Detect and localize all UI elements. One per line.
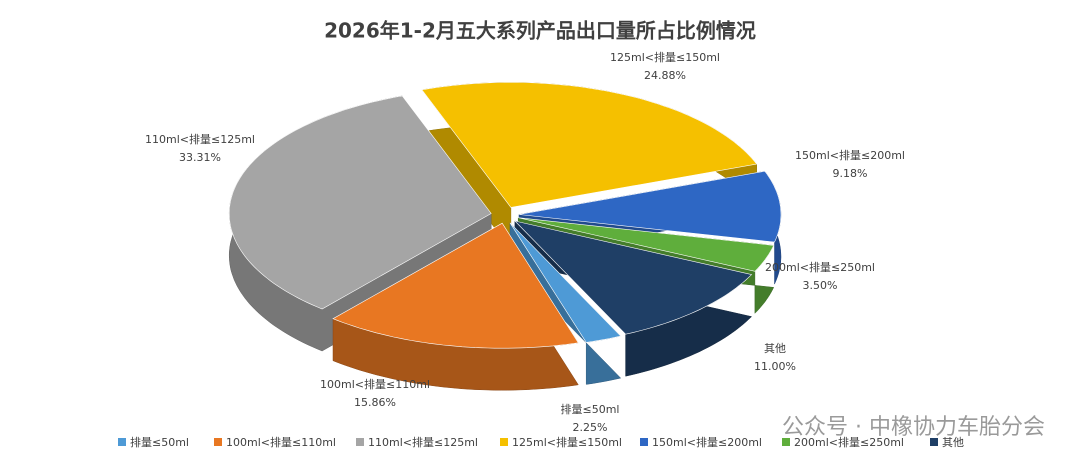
legend-label: 125ml<排量≤150ml [512,435,622,449]
legend-label: 其他 [942,436,964,449]
legend-label: 200ml<排量≤250ml [794,435,904,449]
data-label: 2.25% [573,421,608,434]
legend-swatch [782,438,790,446]
data-label-name: 125ml<排量≤150ml [610,50,720,64]
data-label-name: 150ml<排量≤200ml [795,148,905,162]
legend-swatch [214,438,222,446]
slice [421,82,758,208]
legend-label: 100ml<排量≤110ml [226,435,336,449]
legend-swatch [930,438,938,446]
data-label-name: 110ml<排量≤125ml [145,132,255,146]
slice [228,95,492,310]
data-label-name: 排量≤50ml [561,402,620,416]
legend-label: 150ml<排量≤200ml [652,435,762,449]
data-label: 3.50% [803,279,838,292]
legend-swatch [640,438,648,446]
legend-label: 排量≤50ml [130,435,189,449]
slice [518,217,775,272]
data-label-name: 100ml<排量≤110ml [320,377,430,391]
data-label: 9.18% [833,167,868,180]
slice [332,222,579,349]
slice [513,220,753,335]
legend-label: 110ml<排量≤125ml [368,435,478,449]
legend-swatch [500,438,508,446]
slice [518,170,782,243]
watermark: 公众号 · 中橡协力车胎分会 [782,415,1045,440]
legend-swatch [356,438,364,446]
legend-swatch [118,438,126,446]
slice [509,222,622,343]
data-label: 11.00% [754,360,796,373]
data-label: 33.31% [179,151,221,164]
data-label: 24.88% [644,69,686,82]
chart-title: 2026年1-2月五大系列产品出口量所占比例情况 [324,19,756,43]
data-label-name: 200ml<排量≤250ml [765,260,875,274]
data-label: 15.86% [354,396,396,409]
data-label-name: 其他 [764,342,786,355]
